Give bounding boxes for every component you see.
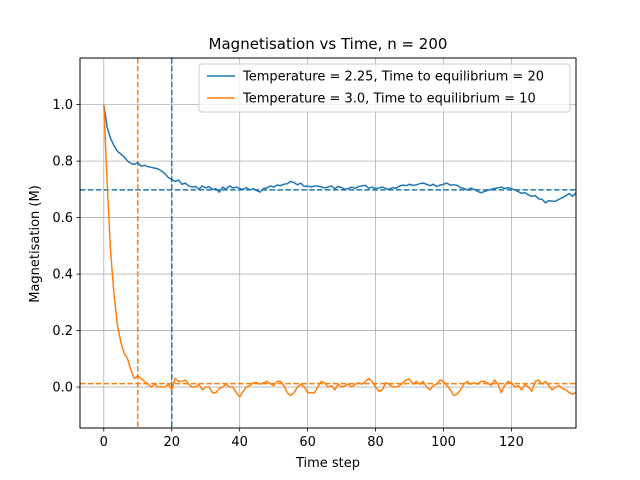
legend-box — [198, 63, 571, 113]
series-line-2 — [103, 104, 576, 398]
x-tick-label: 40 — [231, 435, 248, 450]
y-tick-label: 1.0 — [52, 98, 73, 113]
x-tick-label: 60 — [299, 435, 316, 450]
y-tick-label: 0.6 — [52, 211, 73, 226]
plot-frame — [79, 57, 577, 429]
y-tick-label: 0.2 — [52, 324, 73, 339]
legend: Temperature = 2.25, Time to equilibrium … — [198, 63, 571, 113]
series-line-1 — [103, 104, 576, 204]
y-tick-label: 0.4 — [52, 268, 73, 283]
x-tick-label: 0 — [100, 435, 108, 450]
y-axis-label: Magnetisation (M) — [28, 185, 43, 303]
equilibrium-reference-lines — [80, 58, 576, 428]
series-lines — [103, 104, 576, 398]
y-axis-ticks: 0.0 0.2 0.4 0.6 0.8 1.0 — [52, 98, 80, 396]
x-axis-ticks: 0 20 40 60 80 100 120 — [100, 428, 524, 450]
x-tick-label: 80 — [367, 435, 384, 450]
x-tick-label: 20 — [163, 435, 180, 450]
y-tick-label: 0.8 — [52, 155, 73, 170]
x-axis-label: Time step — [295, 456, 360, 471]
legend-label-2: Temperature = 3.0, Time to equilibrium =… — [242, 92, 536, 107]
chart-title: Magnetisation vs Time, n = 200 — [209, 35, 448, 53]
legend-label-1: Temperature = 2.25, Time to equilibrium … — [242, 70, 544, 85]
x-tick-label: 120 — [499, 435, 524, 450]
x-tick-label: 100 — [431, 435, 456, 450]
y-tick-label: 0.0 — [52, 381, 73, 396]
